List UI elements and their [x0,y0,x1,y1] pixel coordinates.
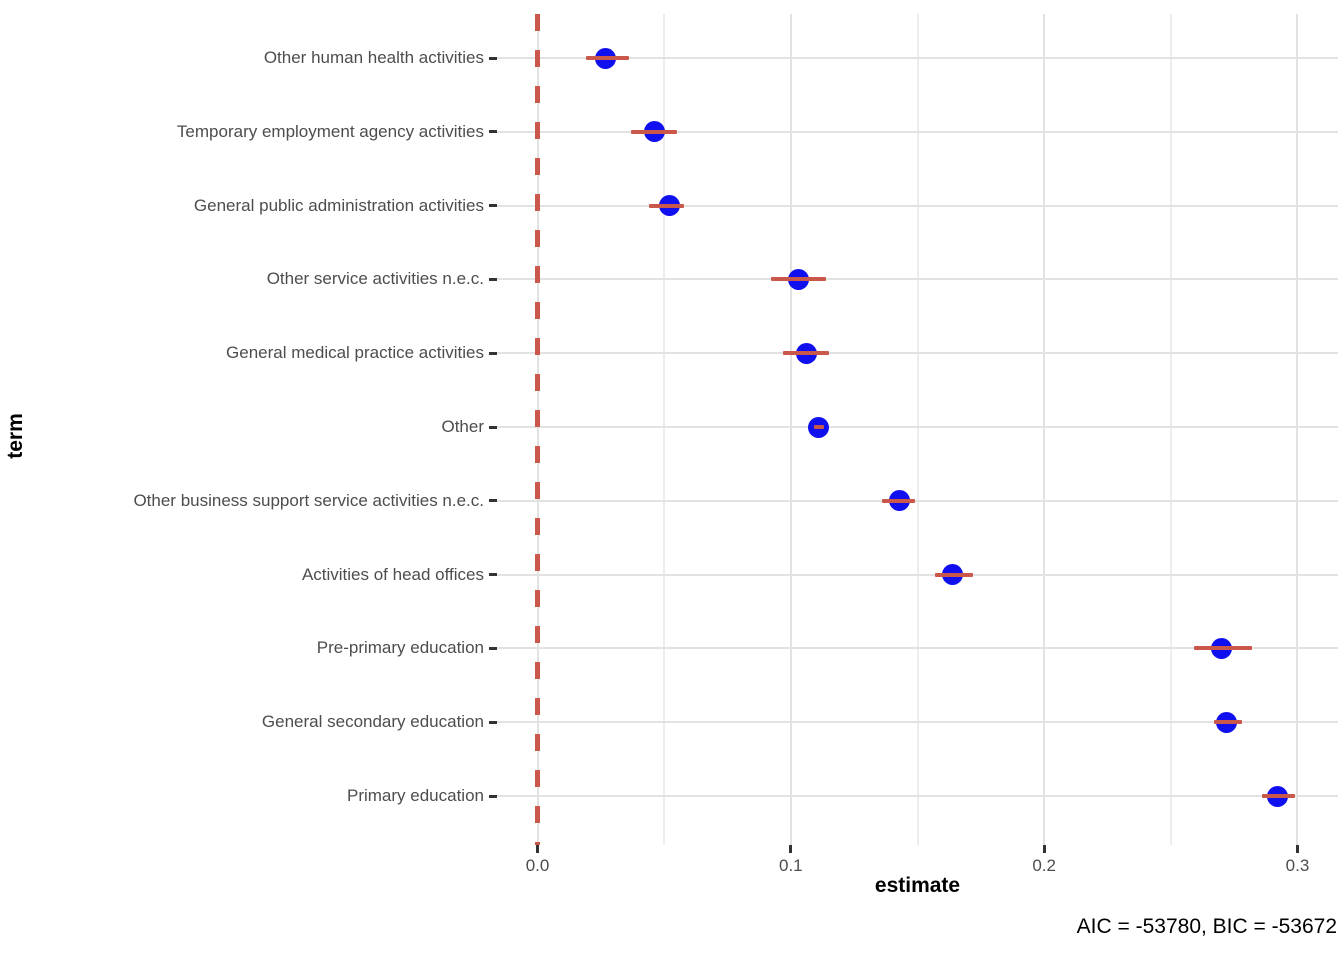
confidence-interval-bar [1213,720,1242,725]
confidence-interval-bar [813,425,824,429]
x-tick-label: 0.3 [1285,856,1310,875]
major-gridline-vertical [1043,14,1046,845]
category-label: Temporary employment agency activities [176,121,484,141]
confidence-interval-bar [882,498,915,503]
y-axis-tick-mark [489,646,497,650]
confidence-interval-bar [935,572,974,577]
y-axis-tick-mark [489,499,497,503]
x-tick-label: 0.2 [1032,856,1056,875]
y-axis-tick-mark [489,351,497,355]
y-axis-tick-mark [489,56,497,60]
zero-reference-line [535,14,541,845]
y-axis-tick-mark [489,425,497,429]
confidence-interval-bar [648,203,685,208]
major-gridline-horizontal [497,426,1338,428]
major-gridline-horizontal [497,204,1338,207]
category-label: General secondary education [261,712,484,732]
y-axis-tick-mark [489,794,497,798]
major-gridline-horizontal [497,573,1338,576]
confidence-interval-bar [770,277,827,282]
major-gridline-vertical [1296,14,1299,845]
minor-gridline-vertical [916,14,919,845]
major-gridline-horizontal [497,795,1338,797]
y-axis-tick-mark [489,573,497,577]
category-label: General medical practice activities [226,343,484,363]
y-axis-tick-mark [489,720,497,724]
y-axis-tick-mark [489,277,497,281]
confidence-interval-bar [783,351,829,356]
model-fit-caption: AIC = -53780, BIC = -53672 [1076,915,1337,938]
category-label: Other service activities n.e.c. [266,269,484,289]
x-axis-tick-mark [1042,845,1046,853]
major-gridline-horizontal [497,57,1338,59]
y-axis-tick-mark [489,130,497,134]
category-label: Other human health activities [263,48,484,67]
x-axis-tick-mark [536,845,540,853]
major-gridline-horizontal [497,647,1338,650]
category-label: General public administration activities [193,195,484,215]
major-gridline-horizontal [497,130,1338,133]
x-tick-label: 0.1 [779,856,803,875]
category-label: Pre-primary education [316,638,484,658]
minor-gridline-vertical [1169,14,1172,845]
category-label: Primary education [346,786,484,805]
x-tick-label: 0.0 [525,856,550,875]
x-axis-title: estimate [874,874,961,897]
major-gridline-horizontal [497,278,1338,281]
category-label: Other [441,417,484,436]
major-gridline-vertical [789,14,792,845]
y-axis-title: term [4,413,27,459]
confidence-interval-bar [585,56,629,60]
category-label: Activities of head offices [301,564,484,584]
major-gridline-horizontal [497,499,1338,502]
x-axis-tick-mark [1295,845,1299,853]
major-gridline-horizontal [497,352,1338,355]
major-gridline-horizontal [497,721,1338,724]
confidence-interval-bar [1262,794,1295,798]
category-label: Other business support service activitie… [133,490,484,510]
confidence-interval-bar [631,129,677,134]
x-axis-tick-mark [789,845,793,853]
confidence-interval-bar [1193,646,1252,651]
minor-gridline-vertical [663,14,666,845]
y-axis-tick-mark [489,204,497,208]
